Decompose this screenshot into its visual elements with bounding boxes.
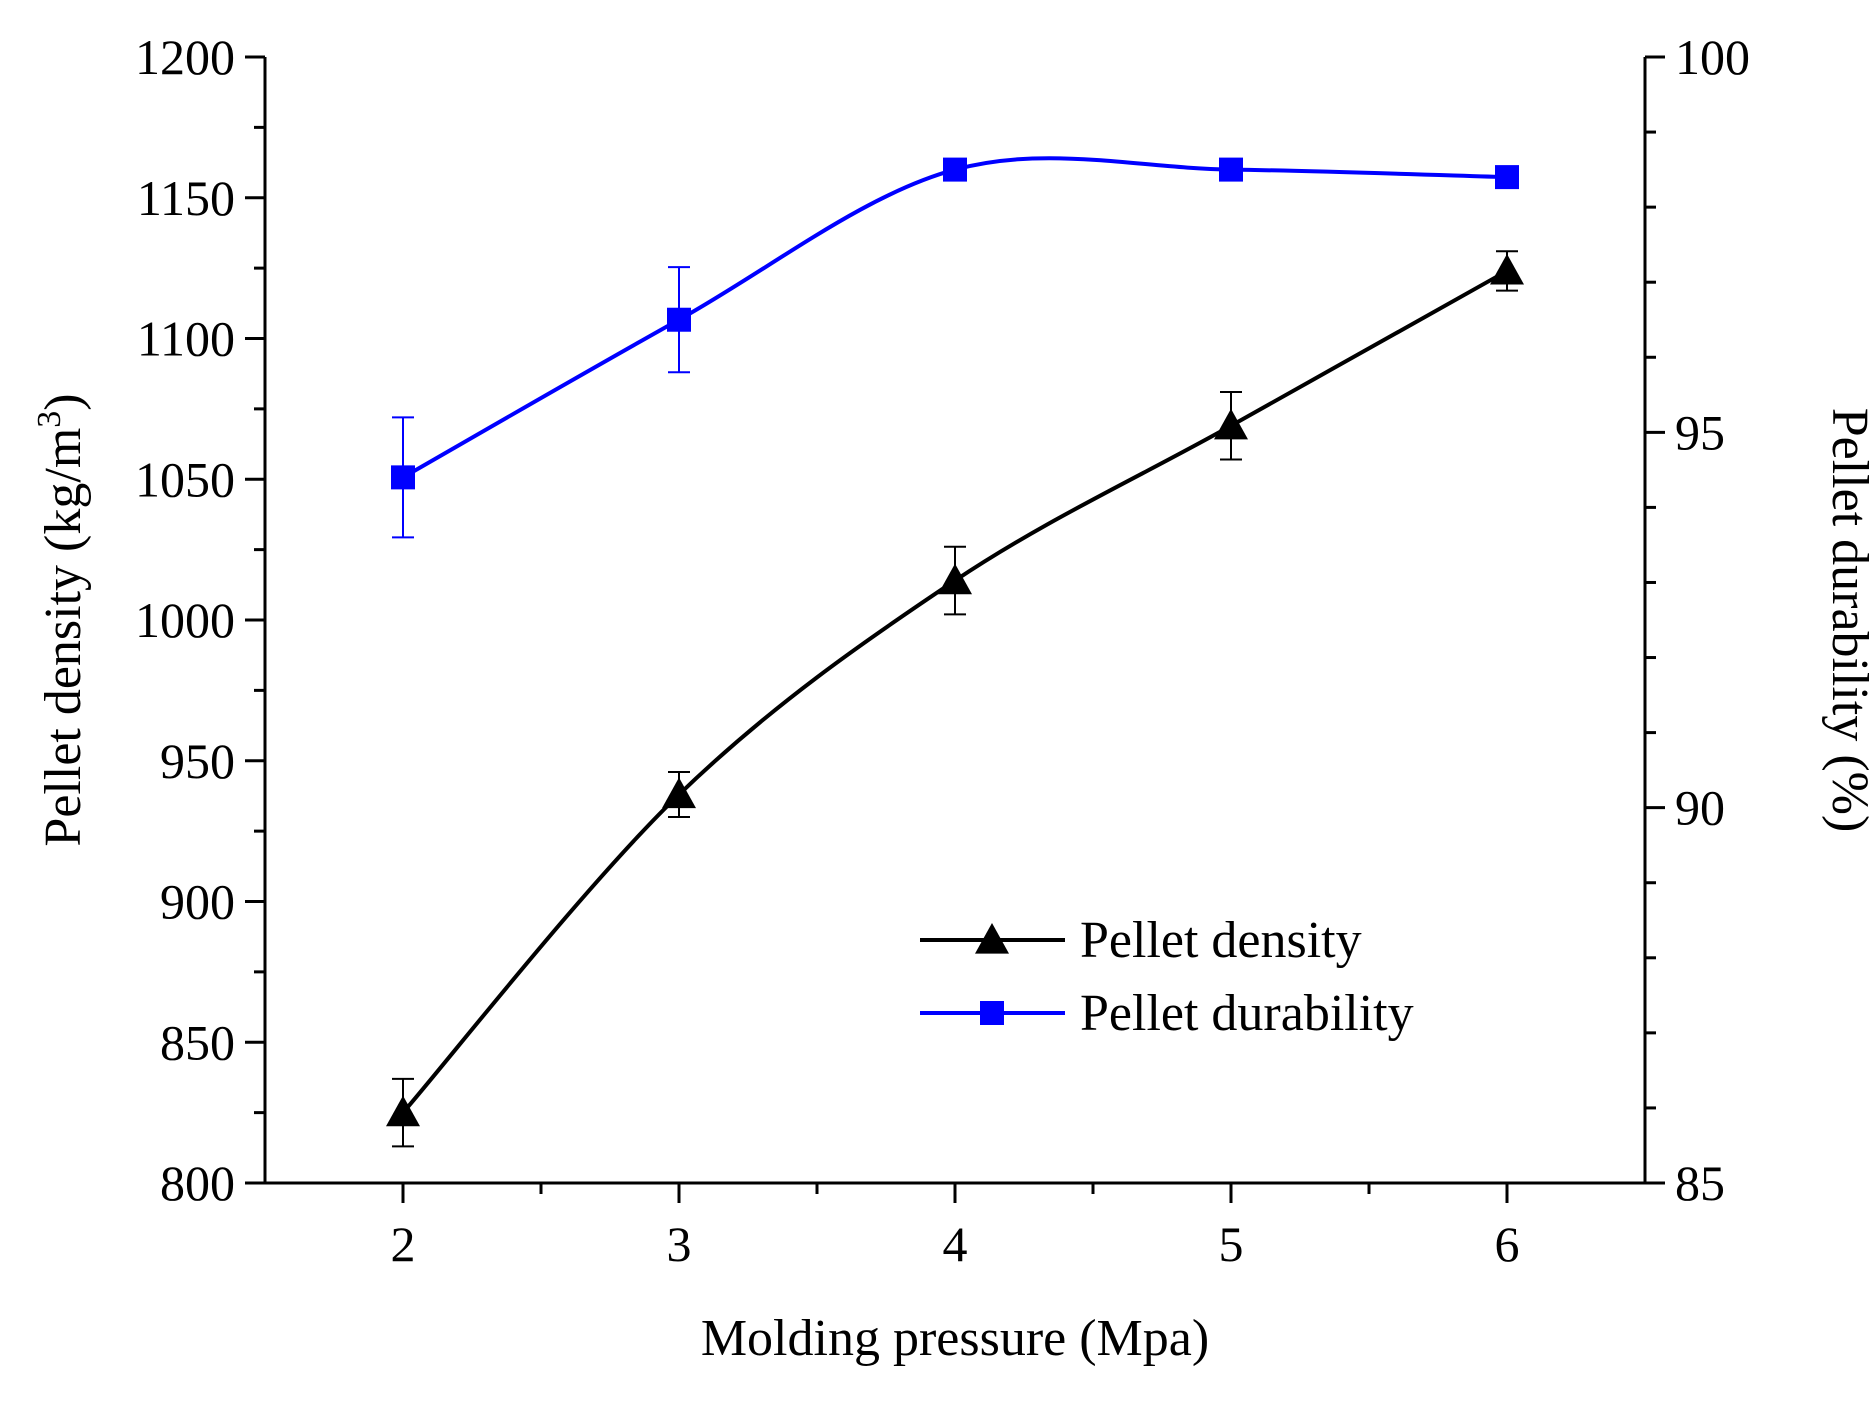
pellet-density-point <box>662 777 696 809</box>
x-tick-label: 3 <box>667 1216 692 1272</box>
legend-marker-pellet-durability <box>980 1001 1004 1025</box>
x-axis-title: Molding pressure (Mpa) <box>701 1310 1209 1367</box>
pellet-durability-point <box>667 307 691 332</box>
pellet-durability-point <box>943 157 967 182</box>
y2-tick-label: 85 <box>1675 1155 1725 1211</box>
y-tick-label: 1150 <box>137 170 235 226</box>
pellet-durability-point <box>1219 157 1243 182</box>
x-tick-label: 2 <box>391 1216 416 1272</box>
y2-axis-title: Pellet durability (%) <box>1821 408 1871 833</box>
pellet-density-point <box>938 563 972 595</box>
pellet-durability-point <box>1495 165 1519 190</box>
y-tick-label: 1200 <box>135 29 235 85</box>
y-tick-label: 800 <box>160 1155 235 1211</box>
y-axis-title: Pellet density (kg/m3) <box>31 393 92 846</box>
pellet-durability-line <box>402 156 1508 480</box>
legend-marker-pellet-density <box>975 923 1009 954</box>
x-tick-label: 6 <box>1495 1216 1520 1272</box>
series-group <box>386 156 1524 1148</box>
pellet-density-point <box>1214 408 1248 440</box>
y-tick-label: 900 <box>160 874 235 930</box>
axes-group: 2 3 4 5 6 800 850 900 950 1000 1050 1100 1150 1200 85 9… <box>31 29 1871 1367</box>
y-tick-label: 950 <box>160 733 235 789</box>
pellet-density-point <box>1490 253 1524 285</box>
y2-tick-label: 90 <box>1675 780 1725 836</box>
pellet-durability-point <box>391 465 415 490</box>
x-tick-label: 5 <box>1219 1216 1244 1272</box>
y-tick-label: 1050 <box>135 451 235 507</box>
y2-tick-label: 95 <box>1675 404 1725 460</box>
legend-label-pellet-durability: Pellet durability <box>1080 985 1414 1042</box>
y-tick-label: 1100 <box>137 311 235 367</box>
x-tick-label: 4 <box>943 1216 968 1272</box>
y2-tick-label: 100 <box>1675 29 1750 85</box>
pellet-density-point <box>386 1095 420 1127</box>
legend-label-pellet-density: Pellet density <box>1080 912 1362 969</box>
y-tick-label: 850 <box>160 1014 235 1070</box>
y-tick-label: 1000 <box>135 592 235 648</box>
legend: Pellet density Pellet durability <box>920 912 1414 1042</box>
